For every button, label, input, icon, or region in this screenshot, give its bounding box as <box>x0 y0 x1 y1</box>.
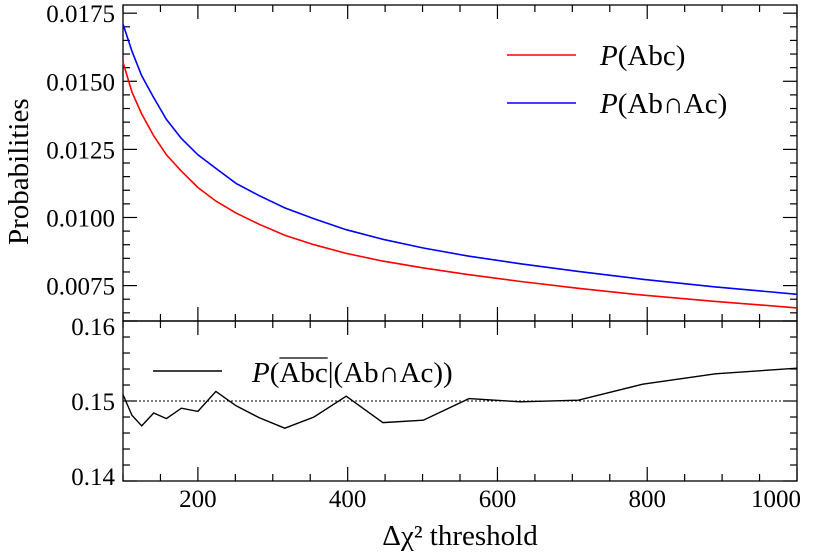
y-axis-title: Probabilities <box>3 98 35 245</box>
top-panel: 0.0075 0.0100 0.0125 0.0150 0.0175 P(Abc) P(… <box>3 1 798 322</box>
top-y-tick-labels: 0.0075 0.0100 0.0125 0.0150 0.0175 <box>46 1 115 300</box>
x-tick-label: 200 <box>179 486 217 513</box>
bottom-panel-series <box>122 367 798 429</box>
bottom-y-tick-labels: 0.14 0.15 0.16 <box>71 314 115 491</box>
x-tick-label: 600 <box>479 486 517 513</box>
top-legend: P(Abc) P(Ab∩Ac) <box>507 40 727 120</box>
legend-label-p-abc: P(Abc) <box>599 40 685 72</box>
series-line <box>122 367 798 429</box>
legend-label-conditional: P(Abc|(Ab∩Ac)) <box>251 357 453 389</box>
legend-p-symbol: P <box>251 357 270 389</box>
y-tick-label: 0.0100 <box>46 205 115 232</box>
bottom-panel: 0.14 0.15 0.16 200 400 600 800 1000 P(Abc|(Ab∩… <box>71 314 801 552</box>
y-tick-label: 0.14 <box>71 464 115 491</box>
legend-open-paren: ( <box>270 357 280 389</box>
y-tick-label: 0.0075 <box>46 274 115 301</box>
legend-arg: (Abc) <box>618 40 686 72</box>
x-tick-label: 400 <box>329 486 367 513</box>
legend-p-symbol: P <box>599 88 618 120</box>
legend-p-symbol: P <box>599 40 618 72</box>
bottom-panel-ticks <box>122 320 798 482</box>
legend-overlined-abc: Abc <box>279 357 327 389</box>
top-panel-series <box>122 23 798 309</box>
y-tick-label: 0.15 <box>71 389 115 416</box>
legend-label-p-ab-ac: P(Ab∩Ac) <box>599 88 727 120</box>
y-tick-label: 0.0150 <box>46 69 115 96</box>
y-tick-label: 0.16 <box>71 314 115 341</box>
x-axis-title: Δχ² threshold <box>382 520 538 552</box>
legend-condition: |(Ab∩Ac)) <box>328 357 453 389</box>
bottom-legend: P(Abc|(Ab∩Ac)) <box>153 357 453 389</box>
x-tick-labels: 200 400 600 800 1000 <box>179 486 801 513</box>
x-tick-label: 800 <box>628 486 666 513</box>
y-tick-label: 0.0175 <box>46 1 115 28</box>
x-tick-label: 1000 <box>751 486 801 513</box>
series-line <box>122 23 798 296</box>
y-tick-label: 0.0125 <box>46 137 115 164</box>
legend-arg: (Ab∩Ac) <box>618 88 728 120</box>
top-panel-ticks <box>122 5 798 321</box>
series-line <box>122 61 798 309</box>
